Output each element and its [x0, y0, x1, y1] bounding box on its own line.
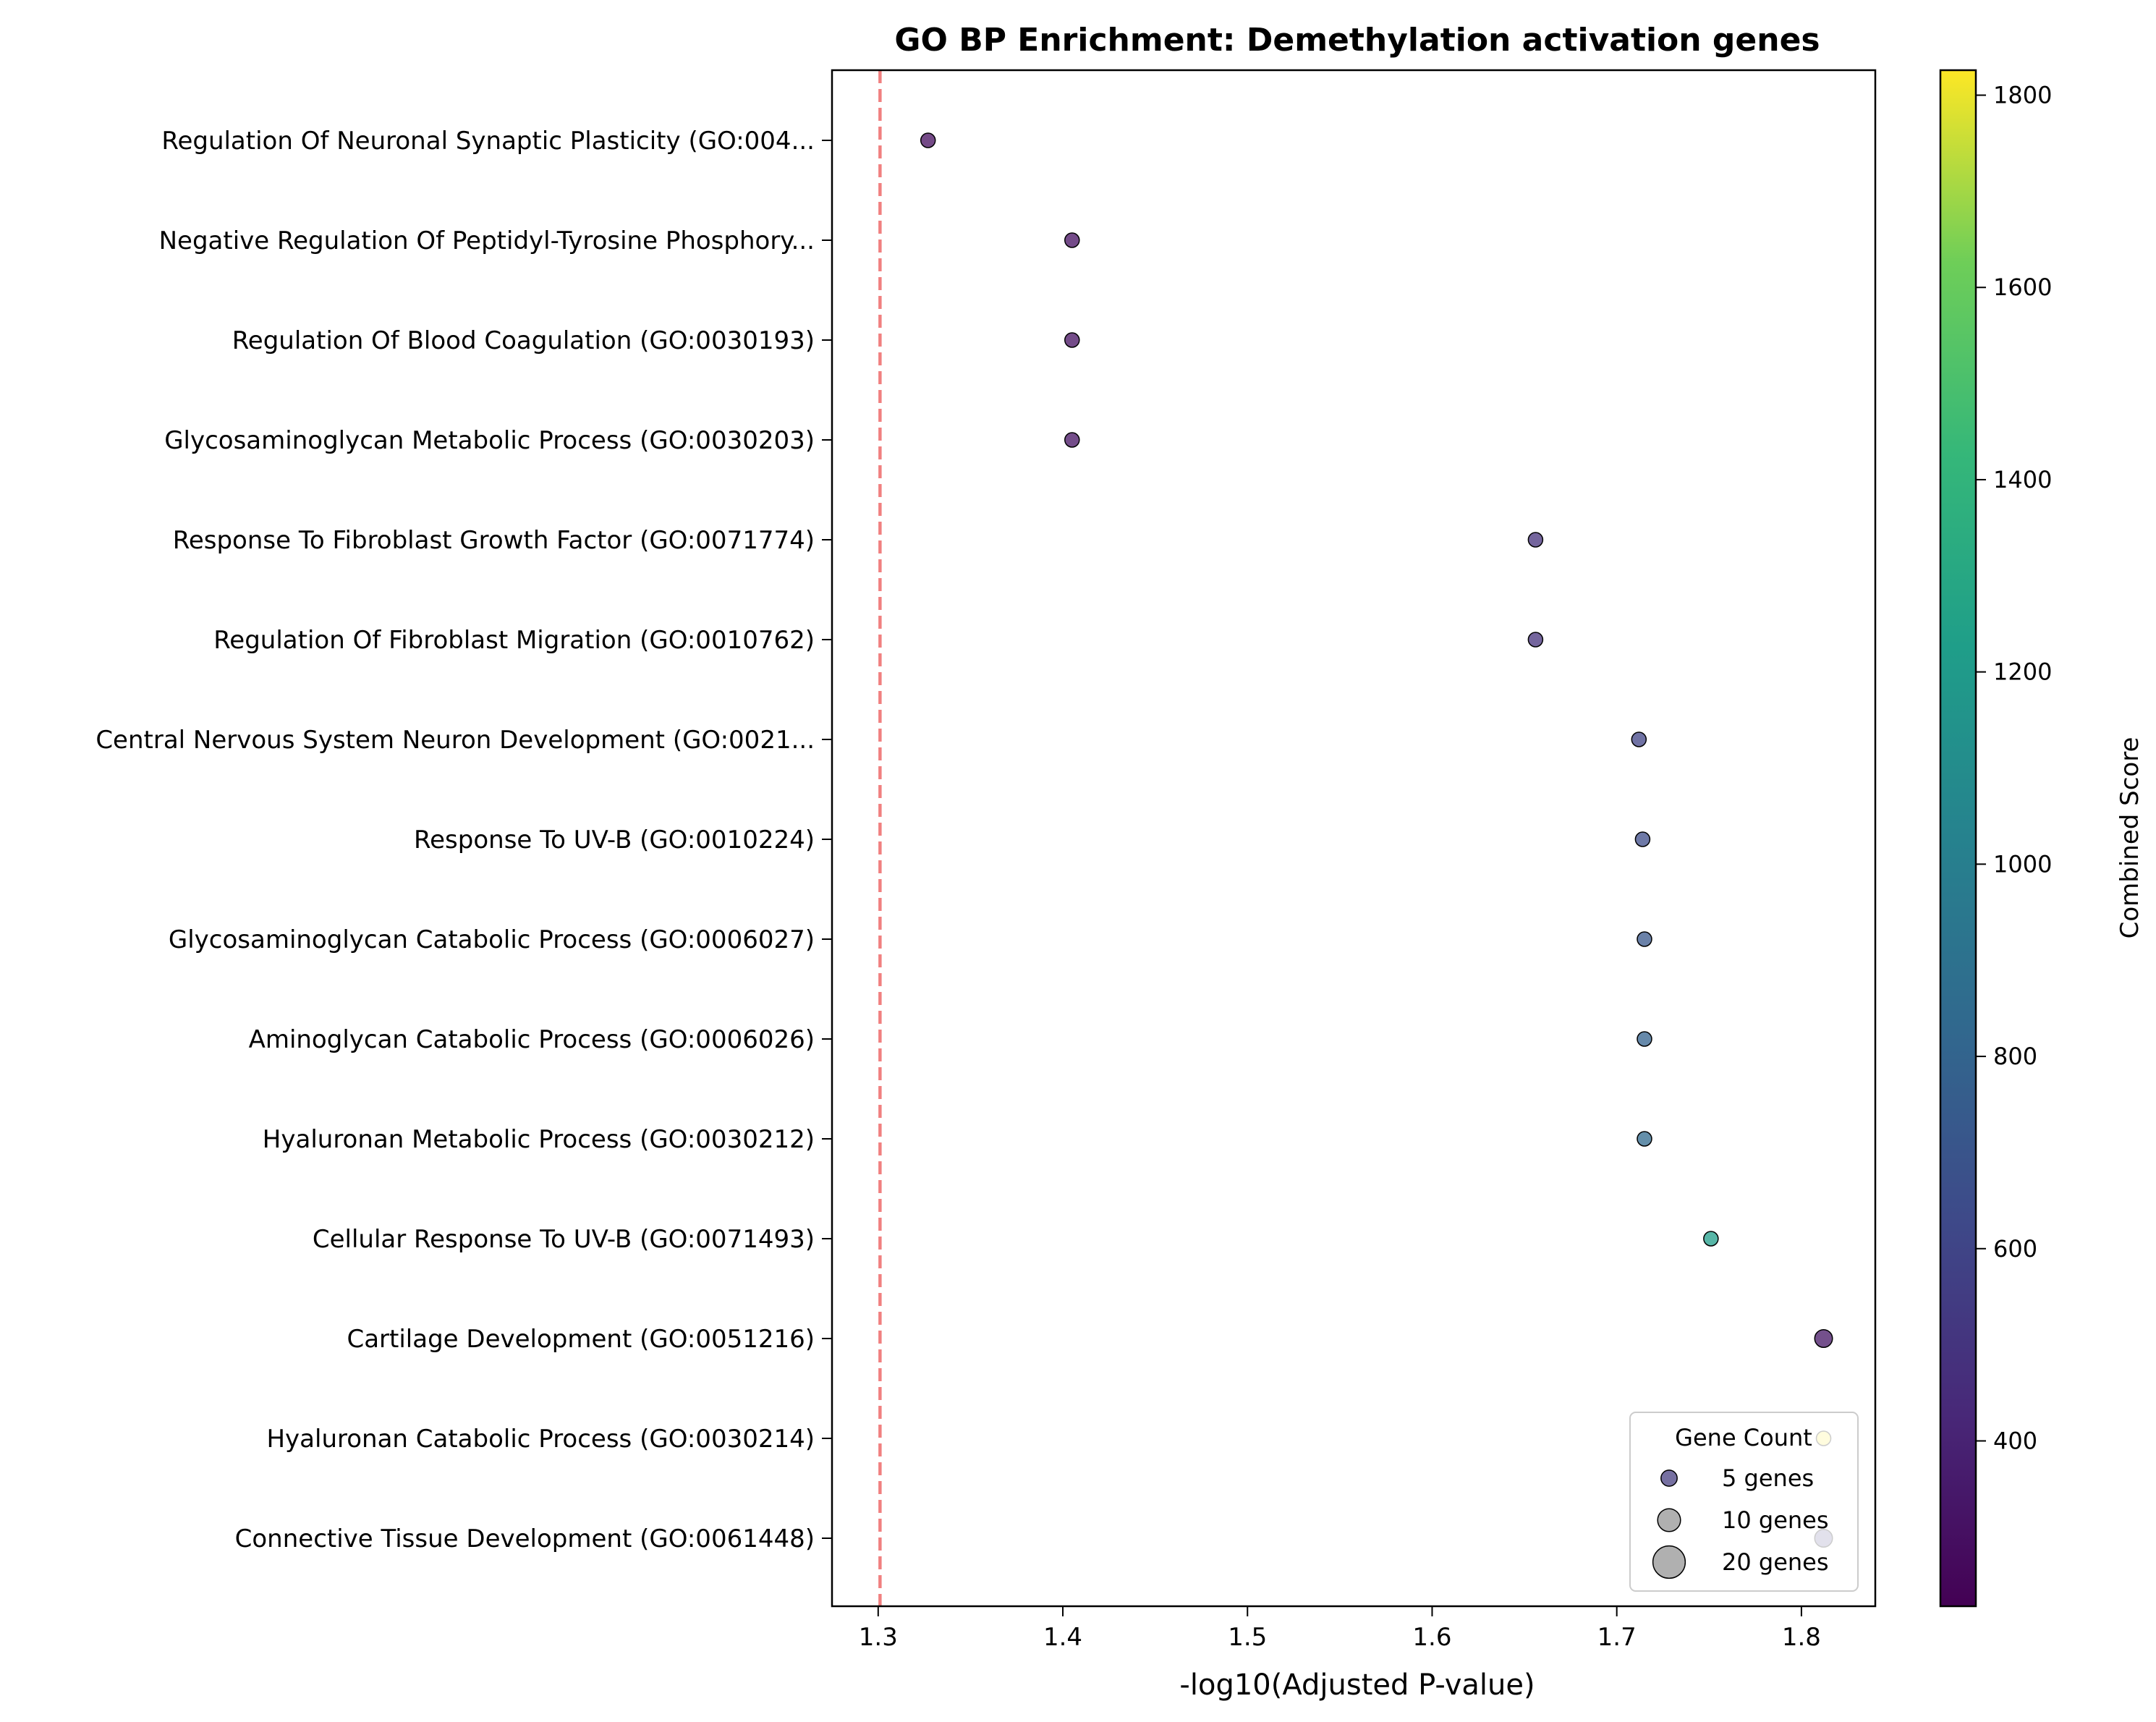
y-tick-label: Glycosaminoglycan Catabolic Process (GO:… — [169, 925, 815, 954]
colorbar-tick-label: 1400 — [1993, 466, 2052, 493]
colorbar: 400 600 800 1000 1200 1400 1600 1800 — [1939, 69, 2052, 1608]
y-tick-label: Central Nervous System Neuron Developmen… — [96, 726, 815, 755]
colorbar-tick-label: 1200 — [1993, 658, 2052, 686]
x-axis-label: -log10(Adjusted P-value) — [1179, 1668, 1535, 1702]
x-tick-label: 1.5 — [1228, 1623, 1267, 1652]
y-tick-label: Glycosaminoglycan Metabolic Process (GO:… — [164, 426, 815, 455]
chart-title: GO BP Enrichment: Demethylation activati… — [894, 22, 1820, 59]
data-point — [920, 132, 936, 148]
data-point — [1703, 1231, 1719, 1247]
data-point — [1637, 1131, 1652, 1147]
y-tick-label: Hyaluronan Catabolic Process (GO:0030214… — [266, 1425, 815, 1454]
y-tick-label: Cellular Response To UV-B (GO:0071493) — [313, 1225, 815, 1254]
colorbar-tick-label: 600 — [1993, 1235, 2037, 1263]
colorbar-tick-label: 400 — [1993, 1427, 2037, 1454]
y-tick-label: Response To Fibroblast Growth Factor (GO… — [173, 526, 815, 555]
x-tick-label: 1.3 — [859, 1623, 898, 1652]
data-point — [1634, 831, 1651, 847]
data-point — [1631, 731, 1647, 747]
colorbar-label: Combined Score — [2115, 737, 2144, 939]
data-point — [1637, 931, 1652, 947]
colorbar-tick-label: 1000 — [1993, 850, 2052, 878]
y-tick-label: Negative Regulation Of Peptidyl-Tyrosine… — [159, 226, 815, 255]
legend-entry-label: 5 genes — [1722, 1464, 1814, 1492]
y-tick-label: Regulation Of Fibroblast Migration (GO:0… — [213, 626, 815, 655]
x-tick-label: 1.7 — [1597, 1623, 1637, 1652]
data-point — [1527, 632, 1544, 648]
data-point — [1064, 332, 1080, 348]
x-tick-label: 1.6 — [1412, 1623, 1451, 1652]
y-tick-label: Aminoglycan Catabolic Process (GO:000602… — [249, 1025, 815, 1054]
plot-area: Regulation Of Neuronal Synaptic Plastici… — [96, 69, 1877, 1652]
y-tick-label: Connective Tissue Development (GO:006144… — [235, 1524, 815, 1553]
y-tick-label: Regulation Of Blood Coagulation (GO:0030… — [232, 326, 815, 355]
legend-marker — [1652, 1545, 1686, 1579]
colorbar-tick-label: 800 — [1993, 1043, 2037, 1070]
y-tick-label: Regulation Of Neuronal Synaptic Plastici… — [161, 127, 815, 156]
y-tick-label: Response To UV-B (GO:0010224) — [414, 826, 815, 854]
colorbar-gradient — [1940, 70, 1976, 1606]
legend-box — [1629, 1412, 1859, 1592]
data-point — [1814, 1329, 1833, 1348]
data-point — [1064, 432, 1080, 448]
data-point — [1064, 232, 1080, 248]
legend-title: Gene Count — [1675, 1424, 1812, 1451]
legend: Gene Count 5 genes 10 genes 20 genes — [1629, 1412, 1859, 1592]
legend-marker — [1660, 1469, 1678, 1487]
legend-entry-label: 20 genes — [1722, 1548, 1829, 1576]
x-tick-label: 1.8 — [1782, 1623, 1821, 1652]
colorbar-frame — [1939, 69, 1977, 1608]
data-point — [1637, 1031, 1652, 1047]
y-tick-label: Hyaluronan Metabolic Process (GO:0030212… — [263, 1125, 815, 1154]
colorbar-tick-label: 1800 — [1993, 82, 2052, 109]
y-tick-label: Cartilage Development (GO:0051216) — [347, 1325, 815, 1354]
colorbar-tick-label: 1600 — [1993, 273, 2052, 301]
legend-marker — [1657, 1508, 1681, 1532]
plot-frame — [831, 69, 1877, 1608]
x-tick-label: 1.4 — [1043, 1623, 1082, 1652]
data-point — [1527, 532, 1544, 548]
legend-entry-label: 10 genes — [1722, 1506, 1829, 1534]
